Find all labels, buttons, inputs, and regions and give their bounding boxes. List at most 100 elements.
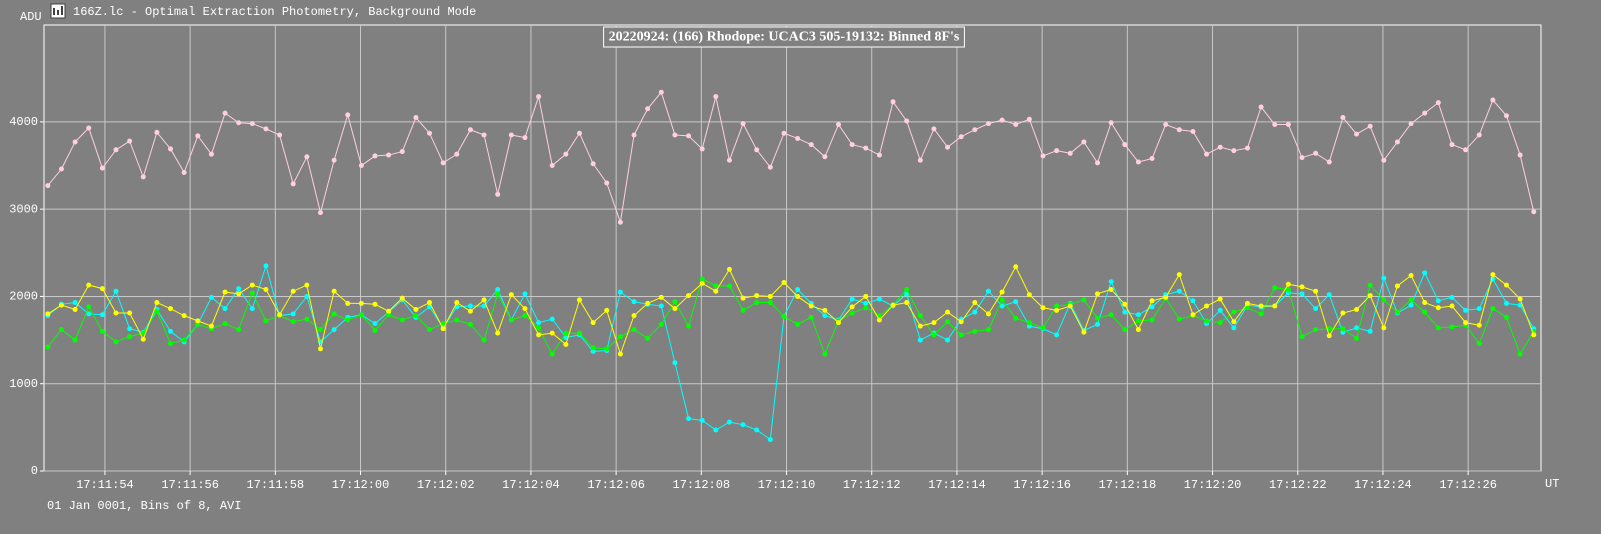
data-point [399,317,405,323]
data-point [1095,315,1101,321]
data-point [495,330,501,336]
data-point [1381,275,1387,281]
data-point [631,313,637,319]
data-point [549,316,555,322]
x-tick-label: 17:12:02 [417,478,475,492]
data-point [672,132,678,138]
data-point [590,345,596,351]
data-point [1463,320,1469,326]
data-point [522,306,528,312]
data-point [1435,298,1441,304]
data-point [604,180,610,186]
data-point [263,126,269,132]
data-point [1054,332,1060,338]
data-point [222,320,228,326]
data-point [604,307,610,313]
data-point [195,318,201,324]
data-point [1190,128,1196,134]
data-point [1176,127,1182,133]
data-point [1190,298,1196,304]
data-point [1408,297,1414,303]
data-point [822,307,828,313]
data-point [767,437,773,443]
data-point [1244,145,1250,151]
data-point [904,286,910,292]
data-point [249,282,255,288]
data-point [208,151,214,157]
data-point [1013,121,1019,127]
data-point [1476,322,1482,328]
data-point [154,308,160,314]
data-point [699,276,705,282]
data-point [1367,123,1373,129]
data-point [1435,305,1441,311]
data-point [1040,325,1046,331]
data-point [195,321,201,327]
data-point [1081,329,1087,335]
data-point [331,288,337,294]
data-point [617,219,623,225]
data-point [522,291,528,297]
data-point [808,142,814,148]
data-point [945,337,951,343]
data-point [1258,303,1264,309]
data-point [1503,300,1509,306]
data-point [86,125,92,131]
data-point [931,126,937,132]
data-point [372,327,378,333]
data-point [1026,116,1032,122]
data-point [317,346,323,352]
data-point [372,301,378,307]
data-point [1272,303,1278,309]
data-point [1204,151,1210,157]
data-point [999,117,1005,123]
data-point [754,427,760,433]
data-point [1435,100,1441,106]
data-point [617,289,623,295]
data-point [754,293,760,299]
data-point [795,135,801,141]
data-point [1122,142,1128,148]
data-point [386,308,392,314]
data-point [1176,272,1182,278]
data-point [945,319,951,325]
data-point [331,157,337,163]
data-point [781,314,787,320]
data-point [767,164,773,170]
data-point [495,286,501,292]
data-point [1258,104,1264,110]
data-point [1299,284,1305,290]
data-point [699,417,705,423]
data-point [876,296,882,302]
data-point [99,165,105,171]
data-point [1272,121,1278,127]
data-point [740,307,746,313]
data-point [672,299,678,305]
data-point [917,323,923,329]
data-point [740,422,746,428]
data-point [1244,305,1250,311]
data-point [767,300,773,306]
data-point [508,132,514,138]
data-point [1354,307,1360,313]
data-point [1122,309,1128,315]
data-point [563,330,569,336]
data-point [985,327,991,333]
data-point [1067,150,1073,156]
data-point [58,327,64,333]
data-point [195,133,201,139]
data-point [304,154,310,160]
data-point [1476,341,1482,347]
data-point [958,319,964,325]
data-point [236,291,242,297]
data-point [645,106,651,112]
data-point [1149,156,1155,162]
data-point [999,303,1005,309]
data-point [1381,157,1387,163]
data-point [440,160,446,166]
data-point [1163,121,1169,127]
data-point [168,341,174,347]
data-point [127,138,133,144]
